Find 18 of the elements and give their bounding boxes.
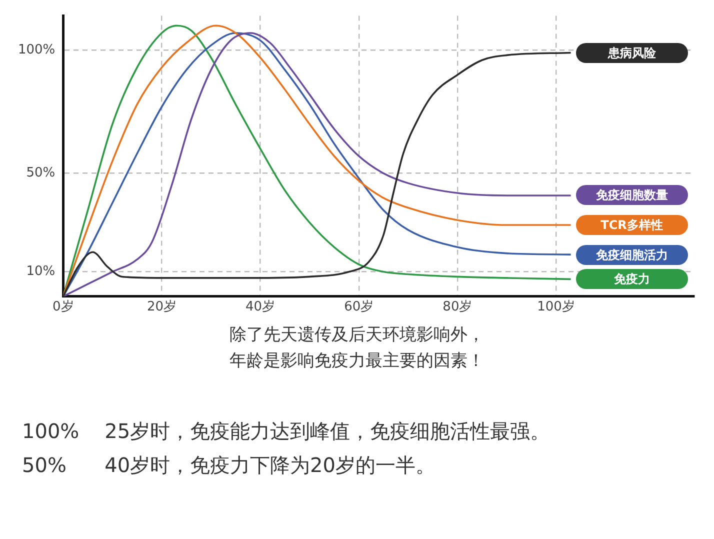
name-tag: TCR多样性 (576, 215, 688, 236)
name-tag: 免疫力 (576, 269, 688, 290)
name-tag: 患病风险 (576, 42, 688, 63)
x-tick-label: 80岁 (442, 300, 472, 315)
y-tick-label: 100% (18, 42, 56, 58)
name-tag: 免疫细胞活力 (576, 244, 688, 265)
y-tick-label: 10% (26, 264, 56, 280)
text: 年龄是影响免疫力最主要的因素！ (228, 350, 486, 373)
x-tick-label: 100岁 (537, 300, 575, 315)
x-tick-label: 60岁 (344, 300, 374, 315)
name-tag: 免疫细胞数量 (576, 185, 688, 206)
text: 除了先天遗传及后天环境影响外， (228, 324, 486, 347)
x-tick-label: 0岁 (52, 300, 74, 315)
text: 100% 25岁时，免疫能力达到峰值，免疫细胞活性最强。 (21, 418, 552, 445)
x-tick-label: 20岁 (146, 300, 177, 315)
y-tick-label: 50% (26, 166, 56, 181)
x-tick-label: 40岁 (246, 300, 276, 315)
text: 50% 40岁时，免疫力下降为20岁的一半。 (21, 452, 436, 479)
